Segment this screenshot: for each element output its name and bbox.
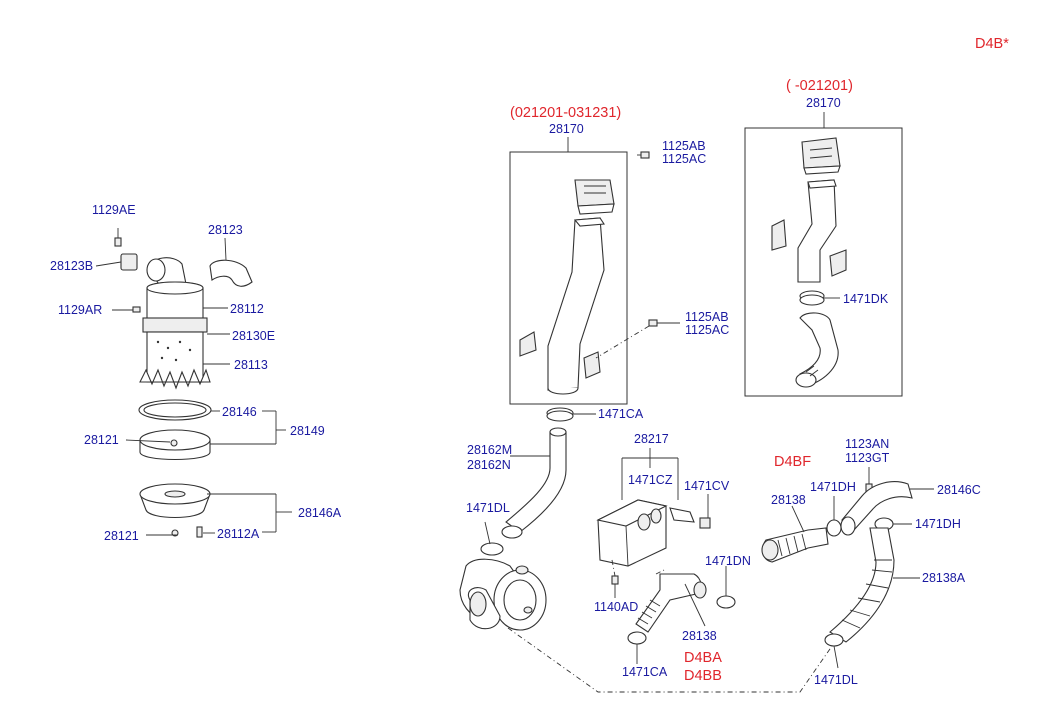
label-1129ae: 1129AE [92, 203, 136, 217]
bolt-1129ae-icon [114, 228, 122, 247]
gasket-28146-icon [138, 399, 220, 421]
label-1471dl-right: 1471DL [814, 673, 858, 687]
label-28138a: 28138A [922, 571, 966, 585]
screw-1125ab-upper-icon [637, 151, 650, 159]
label-1129ar: 1129AR [58, 303, 102, 317]
clamp-1471dn-icon [716, 566, 736, 609]
elbow-hose-28123-icon [209, 237, 253, 287]
right-variant-frame [744, 127, 903, 397]
label-28162n: 28162N [467, 458, 511, 472]
label-1471ca-upper: 1471CA [598, 407, 644, 421]
label-28121-lower: 28121 [104, 529, 139, 543]
filter-element-28113-icon [139, 331, 230, 390]
clamp-1471dl-right-icon [824, 633, 844, 669]
engine-code-label: D4B* [975, 36, 1009, 52]
clamp-1471ca-lower-icon [627, 631, 647, 664]
clamp-1471ca-upper-icon [546, 407, 596, 422]
cleaner-outlet-elbow-icon [146, 257, 187, 287]
label-1125ac-upper: 1125AC [662, 152, 706, 166]
clamp-1471dl-left-icon [480, 521, 504, 556]
bracket-28123b-icon [95, 253, 138, 271]
label-28146a: 28146A [298, 506, 342, 520]
label-1471dn: 1471DN [705, 554, 751, 568]
hose-28138-d4bf-icon [761, 505, 829, 563]
label-1471cz: 1471CZ [628, 473, 673, 487]
hose-28146c-icon [840, 481, 934, 536]
bolt-1140ad-icon [611, 559, 619, 598]
hose-1471cv-icon [669, 507, 711, 529]
label-28162m: 28162M [467, 443, 512, 457]
label-28217: 28217 [634, 432, 669, 446]
label-1471dh-left: 1471DH [810, 480, 856, 494]
label-1471cv: 1471CV [684, 479, 730, 493]
clamp-1471dh-left-icon [826, 496, 842, 537]
clamp-1471dk-icon [799, 290, 840, 306]
intake-hose-28162m-icon [501, 427, 567, 539]
left-variant-frame [509, 151, 628, 405]
turbocharger-housing-icon [459, 558, 547, 631]
left-box-period-label: (021201-031231) [510, 105, 621, 121]
variant-d4ba-label: D4BA [684, 650, 722, 666]
label-28146: 28146 [222, 405, 257, 419]
cleaner-cover-28112-icon [112, 281, 228, 321]
label-28170-right: 28170 [806, 96, 841, 110]
label-1125ac-lower: 1125AC [685, 323, 729, 337]
label-28138-d4bf: 28138 [771, 493, 806, 507]
housing-lower-28146a-icon [139, 483, 292, 538]
air-cleaner-assembly [95, 228, 292, 538]
label-1471dh-right: 1471DH [915, 517, 961, 531]
label-28112a: 28112A [217, 527, 260, 541]
screw-1125ab-lower-icon [595, 319, 680, 359]
label-1471ca-lower: 1471CA [622, 665, 668, 679]
label-28138-d4ba: 28138 [682, 629, 717, 643]
label-28113: 28113 [234, 358, 268, 372]
assembly-leader-line [507, 627, 833, 693]
label-1140ad: 1140AD [594, 600, 638, 614]
label-28146c: 28146C [937, 483, 981, 497]
intake-duct-right-icon [771, 137, 847, 283]
resonator-28217-icon [596, 499, 668, 567]
intake-hose-28138-d4ba-icon [635, 569, 707, 633]
label-28123: 28123 [208, 223, 243, 237]
label-28112: 28112 [230, 302, 264, 316]
housing-upper-icon [125, 410, 286, 461]
label-1123gt: 1123GT [845, 451, 890, 465]
label-1471dk: 1471DK [843, 292, 889, 306]
label-1125ab-lower: 1125AB [685, 310, 729, 324]
label-28123b: 28123B [50, 259, 93, 273]
hose-right-variant-icon [795, 312, 839, 388]
intake-duct-left-icon [519, 179, 615, 395]
label-1471dl-left: 1471DL [466, 501, 510, 515]
label-28170-left: 28170 [549, 122, 584, 136]
variant-d4bf-label: D4BF [774, 454, 811, 470]
right-box-period-label: ( -021201) [786, 78, 853, 94]
variant-d4bb-label: D4BB [684, 668, 722, 684]
hose-28138a-icon [829, 527, 920, 643]
label-28130e: 28130E [232, 329, 275, 343]
label-1123an: 1123AN [845, 437, 889, 451]
label-28121-upper: 28121 [84, 433, 119, 447]
label-1125ab-upper: 1125AB [662, 139, 706, 153]
label-28149: 28149 [290, 424, 325, 438]
